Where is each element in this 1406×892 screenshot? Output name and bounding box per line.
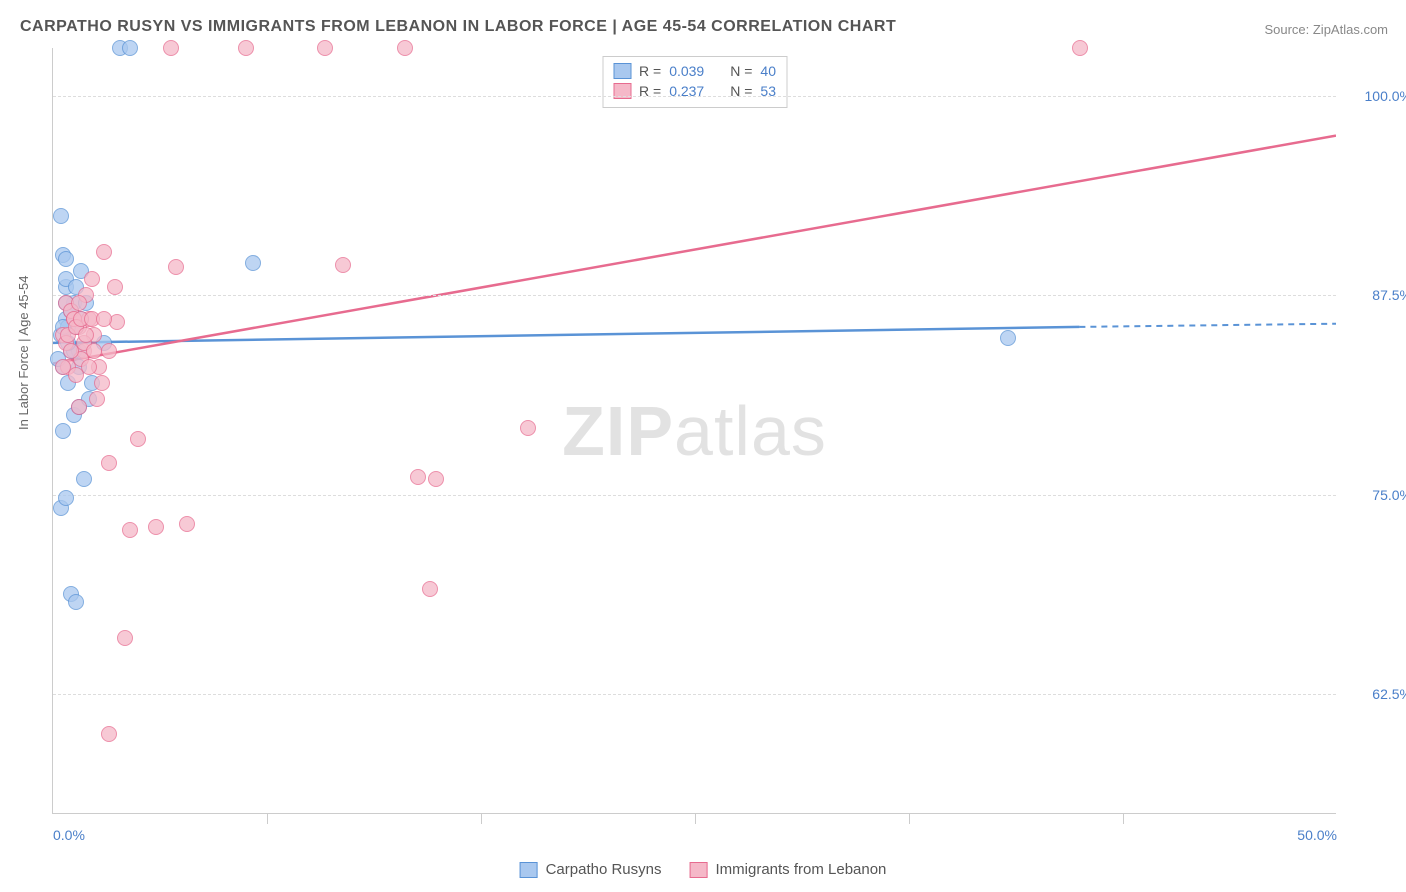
- data-point: [397, 40, 413, 56]
- data-point: [84, 271, 100, 287]
- y-tick-label: 100.0%: [1365, 88, 1406, 104]
- legend-label: Immigrants from Lebanon: [715, 861, 886, 878]
- source-attribution: Source: ZipAtlas.com: [1264, 22, 1388, 37]
- watermark: ZIPatlas: [562, 391, 827, 471]
- y-tick-label: 75.0%: [1372, 487, 1406, 503]
- data-point: [122, 522, 138, 538]
- y-axis-label: In Labor Force | Age 45-54: [16, 276, 31, 430]
- n-value: 40: [760, 63, 776, 79]
- legend-swatch: [689, 862, 707, 878]
- data-point: [71, 399, 87, 415]
- legend-row: R = 0.039 N = 40: [613, 61, 776, 81]
- x-tick-label: 50.0%: [1297, 827, 1337, 843]
- data-point: [238, 40, 254, 56]
- legend-label: Carpatho Rusyns: [546, 861, 662, 878]
- data-point: [428, 471, 444, 487]
- chart-title: CARPATHO RUSYN VS IMMIGRANTS FROM LEBANO…: [20, 18, 896, 36]
- n-label: N =: [730, 63, 752, 79]
- r-label: R =: [639, 63, 661, 79]
- data-point: [422, 581, 438, 597]
- x-tick: [481, 814, 482, 824]
- data-point: [89, 391, 105, 407]
- data-point: [55, 359, 71, 375]
- data-point: [94, 375, 110, 391]
- plot-area: ZIPatlas R =0.039N =40R =0.237N =53 62.5…: [52, 48, 1336, 814]
- data-point: [71, 295, 87, 311]
- x-tick: [1123, 814, 1124, 824]
- data-point: [101, 343, 117, 359]
- data-point: [1072, 40, 1088, 56]
- gridline-h: [53, 694, 1336, 695]
- x-tick-label: 0.0%: [53, 827, 85, 843]
- y-tick-label: 87.5%: [1372, 287, 1406, 303]
- data-point: [76, 471, 92, 487]
- data-point: [68, 594, 84, 610]
- x-tick: [695, 814, 696, 824]
- y-tick-label: 62.5%: [1372, 686, 1406, 702]
- data-point: [317, 40, 333, 56]
- data-point: [58, 490, 74, 506]
- data-point: [179, 516, 195, 532]
- data-point: [96, 311, 112, 327]
- trend-lines: [53, 48, 1336, 813]
- series-legend: Carpatho Rusyns Immigrants from Lebanon: [520, 861, 887, 878]
- data-point: [245, 255, 261, 271]
- data-point: [96, 244, 112, 260]
- data-point: [101, 455, 117, 471]
- data-point: [163, 40, 179, 56]
- legend-item: Immigrants from Lebanon: [689, 861, 886, 878]
- r-value: 0.039: [669, 63, 704, 79]
- data-point: [410, 469, 426, 485]
- legend-item: Carpatho Rusyns: [520, 861, 662, 878]
- correlation-legend: R = 0.039 N = 40 R =0.237N =53: [602, 56, 787, 108]
- data-point: [81, 359, 97, 375]
- x-tick: [909, 814, 910, 824]
- legend-swatch: [613, 63, 631, 79]
- data-point: [168, 259, 184, 275]
- gridline-h: [53, 96, 1336, 97]
- legend-swatch: [520, 862, 538, 878]
- data-point: [53, 208, 69, 224]
- data-point: [335, 257, 351, 273]
- data-point: [78, 327, 94, 343]
- data-point: [55, 423, 71, 439]
- data-point: [520, 420, 536, 436]
- data-point: [86, 343, 102, 359]
- legend-row: R =0.237N =53: [613, 81, 776, 101]
- gridline-h: [53, 495, 1336, 496]
- data-point: [58, 251, 74, 267]
- gridline-h: [53, 295, 1336, 296]
- data-point: [1000, 330, 1016, 346]
- data-point: [107, 279, 123, 295]
- data-point: [130, 431, 146, 447]
- data-point: [148, 519, 164, 535]
- data-point: [122, 40, 138, 56]
- x-tick: [267, 814, 268, 824]
- data-point: [101, 726, 117, 742]
- data-point: [117, 630, 133, 646]
- data-point: [63, 343, 79, 359]
